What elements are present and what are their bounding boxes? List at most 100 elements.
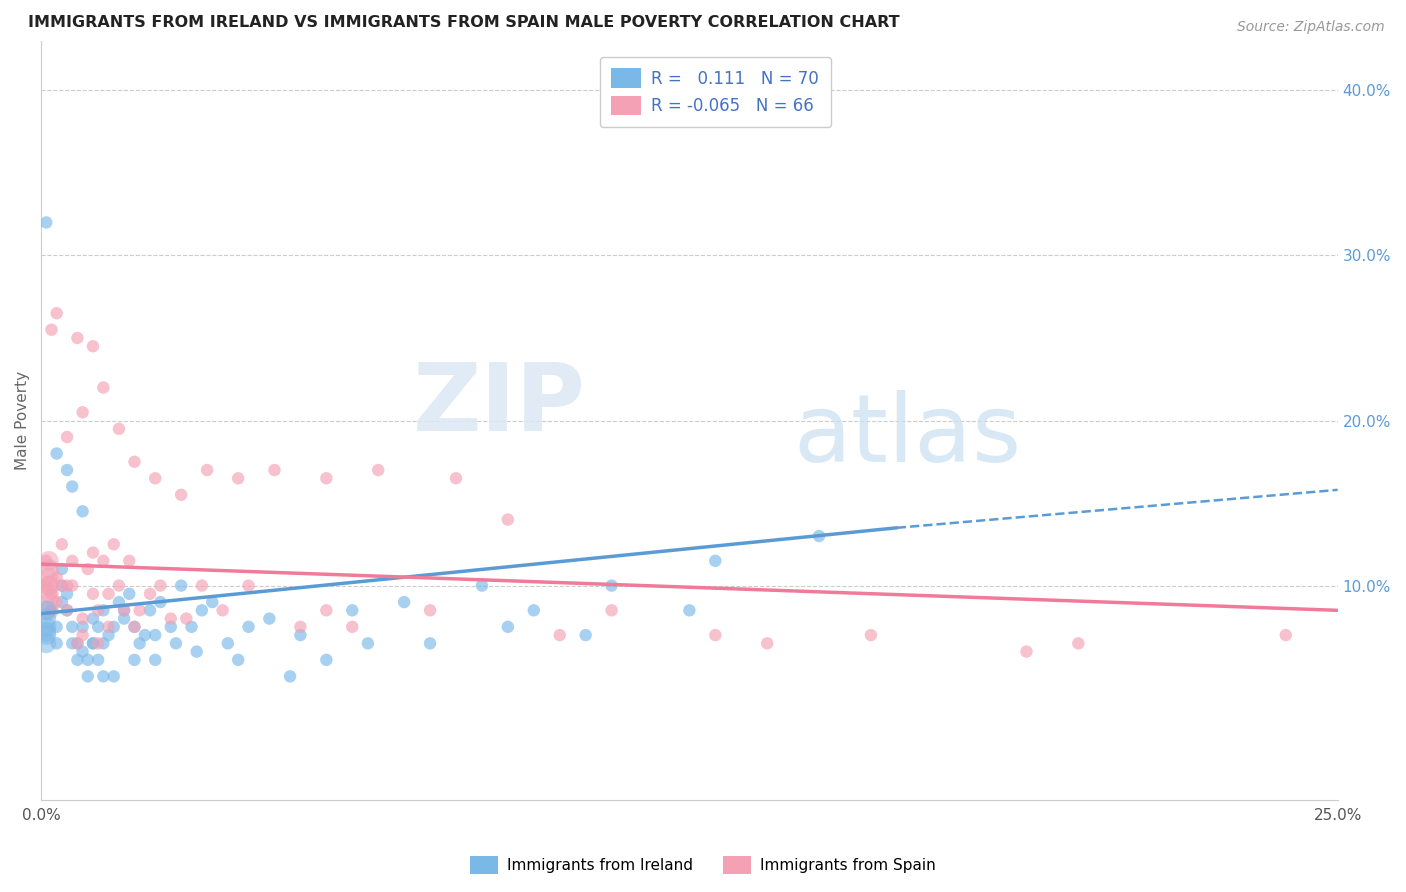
Legend: R =   0.111   N = 70, R = -0.065   N = 66: R = 0.111 N = 70, R = -0.065 N = 66: [600, 57, 831, 127]
Point: [35, 628, 58, 642]
Point: [159, 620, 181, 634]
Y-axis label: Male Poverty: Male Poverty: [15, 371, 30, 470]
Point: [112, 611, 135, 625]
Point: [82, 611, 104, 625]
Point: [195, 463, 218, 477]
Point: [60, 620, 83, 634]
Point: [191, 578, 214, 592]
Point: [38, 554, 60, 568]
Point: [1274, 628, 1296, 642]
Point: [118, 587, 141, 601]
Point: [342, 603, 364, 617]
Point: [93, 603, 115, 617]
Point: [38, 578, 60, 592]
Point: [211, 603, 233, 617]
Point: [35, 624, 58, 639]
Point: [186, 644, 208, 658]
Point: [72, 644, 94, 658]
Point: [290, 628, 312, 642]
Point: [51, 578, 73, 592]
Point: [419, 603, 441, 617]
Point: [41, 603, 63, 617]
Point: [124, 653, 146, 667]
Point: [808, 529, 831, 543]
Point: [108, 422, 131, 436]
Point: [149, 595, 172, 609]
Point: [38, 578, 60, 592]
Point: [45, 306, 67, 320]
Point: [201, 595, 224, 609]
Point: [134, 628, 156, 642]
Point: [756, 636, 779, 650]
Point: [471, 578, 494, 592]
Point: [180, 620, 202, 634]
Point: [678, 603, 700, 617]
Point: [97, 628, 120, 642]
Point: [392, 595, 415, 609]
Point: [41, 587, 63, 601]
Point: [51, 537, 73, 551]
Point: [191, 603, 214, 617]
Point: [315, 653, 337, 667]
Point: [112, 603, 135, 617]
Legend: Immigrants from Ireland, Immigrants from Spain: Immigrants from Ireland, Immigrants from…: [464, 850, 942, 880]
Point: [72, 405, 94, 419]
Text: atlas: atlas: [793, 390, 1021, 482]
Point: [72, 620, 94, 634]
Point: [103, 537, 125, 551]
Point: [35, 611, 58, 625]
Point: [82, 339, 104, 353]
Point: [41, 603, 63, 617]
Point: [108, 595, 131, 609]
Point: [56, 587, 79, 601]
Point: [159, 611, 181, 625]
Point: [87, 603, 110, 617]
Point: [1067, 636, 1090, 650]
Point: [342, 620, 364, 634]
Point: [112, 603, 135, 617]
Point: [51, 578, 73, 592]
Point: [128, 603, 150, 617]
Point: [38, 603, 60, 617]
Point: [60, 578, 83, 592]
Point: [103, 620, 125, 634]
Point: [124, 620, 146, 634]
Point: [45, 595, 67, 609]
Point: [72, 628, 94, 642]
Point: [82, 636, 104, 650]
Point: [176, 611, 198, 625]
Point: [128, 636, 150, 650]
Point: [444, 471, 467, 485]
Point: [66, 636, 89, 650]
Point: [87, 653, 110, 667]
Point: [41, 323, 63, 337]
Point: [139, 587, 162, 601]
Point: [315, 471, 337, 485]
Point: [60, 554, 83, 568]
Point: [139, 603, 162, 617]
Point: [38, 587, 60, 601]
Point: [149, 578, 172, 592]
Point: [357, 636, 380, 650]
Point: [60, 636, 83, 650]
Point: [143, 653, 166, 667]
Point: [859, 628, 882, 642]
Point: [124, 455, 146, 469]
Point: [124, 620, 146, 634]
Point: [76, 653, 98, 667]
Point: [238, 578, 260, 592]
Point: [93, 380, 115, 394]
Point: [82, 636, 104, 650]
Point: [38, 562, 60, 576]
Point: [51, 562, 73, 576]
Point: [290, 620, 312, 634]
Point: [108, 578, 131, 592]
Point: [600, 578, 623, 592]
Point: [165, 636, 187, 650]
Point: [56, 603, 79, 617]
Point: [103, 669, 125, 683]
Point: [600, 603, 623, 617]
Point: [45, 636, 67, 650]
Point: [56, 463, 79, 477]
Point: [82, 587, 104, 601]
